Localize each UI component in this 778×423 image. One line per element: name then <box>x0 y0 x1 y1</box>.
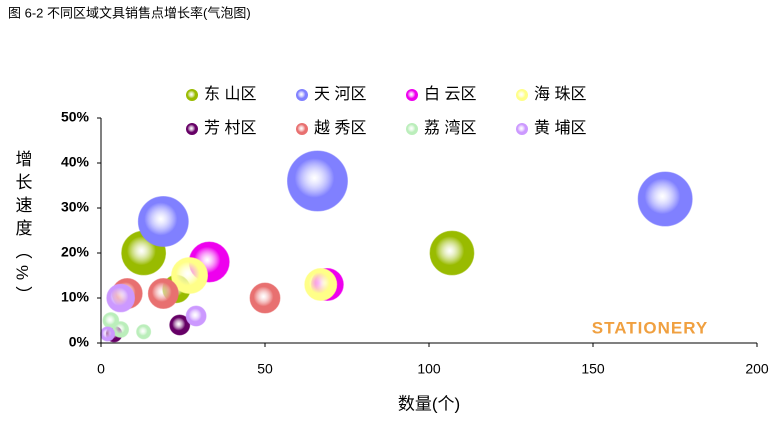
y-tick-label: 50% <box>61 109 90 125</box>
legend-label: 白 云区 <box>424 85 476 103</box>
bubble <box>249 282 281 314</box>
y-tick-label: 40% <box>61 154 90 170</box>
legend-marker <box>296 123 308 135</box>
y-tick-label: 0% <box>69 334 90 350</box>
bubble <box>429 230 475 276</box>
bubble <box>185 305 207 327</box>
plot-area <box>99 150 693 343</box>
legend-label: 天 河区 <box>314 85 366 103</box>
legend-marker <box>296 89 308 101</box>
x-tick-label: 200 <box>745 361 769 377</box>
legend-marker <box>406 89 418 101</box>
legend-marker <box>516 89 528 101</box>
y-axis-label: 增长速度（%） <box>13 150 33 309</box>
x-axis-label: 数量(个) <box>398 394 460 413</box>
legend-label: 海 珠区 <box>534 85 586 103</box>
chart-title: 图 6-2 不同区域文具销售点增长率(气泡图) <box>8 5 251 20</box>
x-tick-label: 50 <box>257 361 273 377</box>
bubble <box>147 278 179 309</box>
bubble <box>137 196 189 247</box>
bubble <box>136 324 152 340</box>
legend-label: 东 山区 <box>204 85 256 103</box>
legend-marker <box>186 123 198 135</box>
legend-label: 黄 埔区 <box>534 119 586 137</box>
bubble <box>112 321 130 338</box>
bubble <box>286 150 348 212</box>
bubble <box>637 171 693 227</box>
bubble <box>304 267 338 302</box>
y-tick-label: 30% <box>61 199 90 215</box>
bubble <box>171 256 209 295</box>
bubble <box>99 326 116 342</box>
legend-label: 芳 村区 <box>204 119 256 137</box>
x-tick-label: 0 <box>97 361 105 377</box>
legend-marker <box>516 123 528 135</box>
legend-marker <box>406 123 418 135</box>
x-tick-label: 150 <box>581 361 605 377</box>
y-tick-label: 20% <box>61 244 90 260</box>
legend-marker <box>186 89 198 101</box>
bubble <box>169 314 191 336</box>
x-tick-label: 100 <box>417 361 441 377</box>
watermark: STATIONERY <box>592 318 708 337</box>
legend-label: 越 秀区 <box>314 119 366 137</box>
y-tick-label: 10% <box>61 289 90 305</box>
bubble <box>106 283 136 313</box>
legend-label: 荔 湾区 <box>424 119 476 137</box>
